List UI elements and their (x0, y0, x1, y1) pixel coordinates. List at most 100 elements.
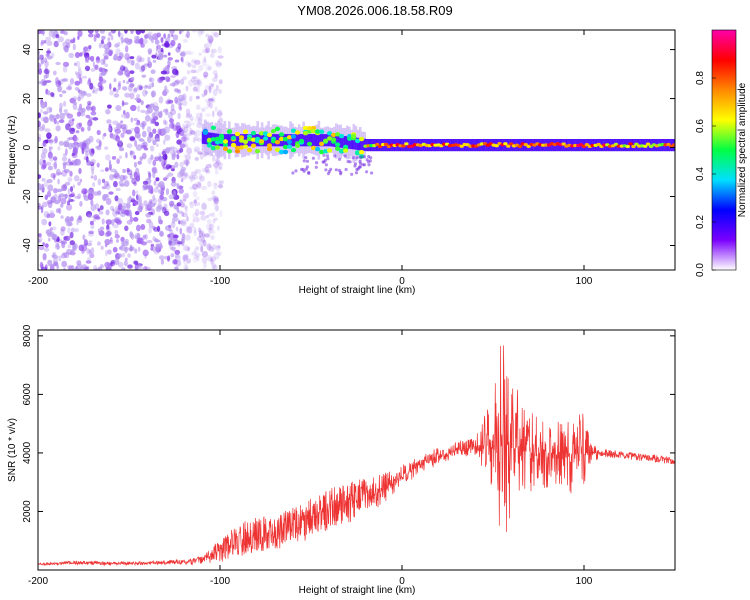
carrier-band (311, 134, 314, 147)
noise-blob (41, 177, 46, 182)
noise-blob (96, 162, 100, 168)
noise-blob (47, 90, 51, 96)
noise-blob (103, 43, 110, 50)
carrier-blob (210, 137, 216, 142)
noise-blob (218, 166, 223, 170)
spectrogram-xtick-label: -100 (210, 276, 230, 287)
noise-blob (211, 83, 215, 87)
noise-blob (198, 230, 205, 234)
carrier-blob (278, 132, 285, 137)
noise-blob (201, 203, 208, 211)
noise-blob (121, 252, 126, 258)
carrier-band (627, 139, 631, 152)
carrier-blob (613, 142, 619, 146)
noise-blob (125, 39, 132, 46)
noise-blob (43, 68, 50, 75)
noise-blob (46, 132, 52, 140)
noise-blob (141, 74, 147, 78)
noise-blob (170, 253, 175, 258)
noise-blob (127, 264, 133, 269)
noise-blob (73, 175, 80, 182)
noise-blob (126, 169, 133, 176)
noise-blob (112, 209, 118, 217)
noise-blob (200, 185, 208, 191)
noise-blob (203, 106, 209, 110)
noise-blob (118, 143, 124, 150)
noise-blob (85, 210, 93, 218)
noise-blob (189, 201, 193, 205)
noise-blob (208, 101, 213, 109)
carrier-band (304, 134, 307, 147)
noise-blob (115, 187, 121, 192)
noise-blob (174, 253, 180, 259)
snr-frame (37, 329, 676, 571)
noise-blob (89, 253, 95, 258)
noise-blob (142, 130, 147, 138)
noise-blob (193, 254, 199, 260)
noise-blob (181, 76, 187, 81)
noise-blob (90, 55, 95, 62)
noise-blob (193, 136, 199, 142)
noise-blob (91, 148, 95, 154)
carrier-blob (210, 146, 216, 151)
noise-blob (151, 82, 155, 88)
noise-blob (205, 47, 211, 54)
noise-blob (55, 168, 61, 176)
carrier-blob (327, 148, 333, 153)
noise-blob (159, 189, 165, 195)
noise-blob (162, 88, 169, 94)
spectrogram-ytick-label: -20 (22, 189, 33, 204)
noise-blob (114, 258, 120, 266)
noise-blob (190, 118, 194, 122)
carrier-blob (631, 144, 636, 149)
noise-blob (38, 174, 42, 179)
noise-blob (154, 137, 161, 142)
noise-blob (196, 95, 201, 99)
noise-blob (163, 33, 167, 39)
noise-blob (38, 191, 41, 197)
noise-blob (202, 48, 209, 54)
noise-blob (195, 129, 202, 137)
noise-blob (207, 66, 212, 71)
noise-blob (48, 146, 54, 150)
noise-blob (123, 123, 128, 130)
noise-blob (169, 30, 175, 35)
noise-blob (47, 232, 53, 237)
noise-blob (87, 30, 94, 34)
noise-blob (212, 182, 219, 188)
noise-blob (195, 208, 200, 216)
noise-blob (174, 249, 181, 256)
noise-blob (131, 197, 135, 203)
noise-blob (189, 201, 194, 209)
noise-blob (120, 120, 124, 124)
noise-blob (76, 137, 79, 142)
noise-blob (177, 94, 185, 102)
noise-blob (212, 195, 219, 203)
noise-blob (179, 30, 184, 33)
noise-blob (62, 65, 68, 73)
noise-blob (170, 221, 176, 229)
noise-blob (185, 123, 189, 129)
noise-blob (152, 105, 160, 112)
noise-blob (105, 109, 111, 115)
carrier-band (228, 134, 231, 147)
noise-blob (104, 146, 109, 150)
noise-blob (87, 193, 94, 201)
noise-blob (68, 136, 75, 141)
noise-blob (142, 180, 149, 185)
noise-blob (72, 134, 78, 142)
carrier-blob (523, 143, 528, 147)
noise-blob (102, 193, 108, 201)
noise-blob (117, 197, 124, 205)
noise-blob (163, 203, 168, 209)
noise-blob (189, 115, 194, 121)
snr-xtick-label: -100 (210, 576, 230, 587)
colorbar: 0.0 0.2 0.4 0.6 0.8 Normalized spectral ampl… (695, 29, 748, 277)
noise-blob (199, 112, 203, 119)
noise-blob (167, 34, 171, 39)
noise-blob (118, 147, 125, 152)
noise-blob (134, 248, 138, 254)
carrier-blob (238, 145, 245, 150)
noise-blob (162, 209, 165, 213)
carrier-blob (306, 126, 313, 131)
